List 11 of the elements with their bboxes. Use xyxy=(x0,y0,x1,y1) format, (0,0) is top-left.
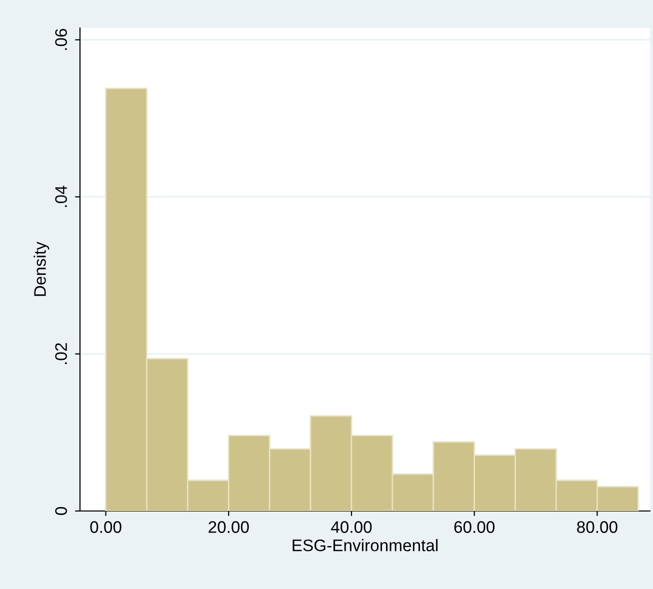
x-tick-label: 20.00 xyxy=(208,521,249,533)
y-tick-label: .04 xyxy=(55,186,67,207)
y-tick-label: 0 xyxy=(55,507,67,515)
y-tick-label: .02 xyxy=(55,343,67,364)
y-tick-label: .06 xyxy=(55,28,67,50)
x-tick-label: 60.00 xyxy=(454,521,495,533)
x-tick-label: 0.00 xyxy=(90,521,122,533)
x-axis-title: ESG-Environmental xyxy=(292,539,438,552)
x-tick-label: 40.00 xyxy=(331,521,372,533)
y-axis-title: Density xyxy=(34,242,50,296)
x-tick-label: 80.00 xyxy=(577,521,618,533)
